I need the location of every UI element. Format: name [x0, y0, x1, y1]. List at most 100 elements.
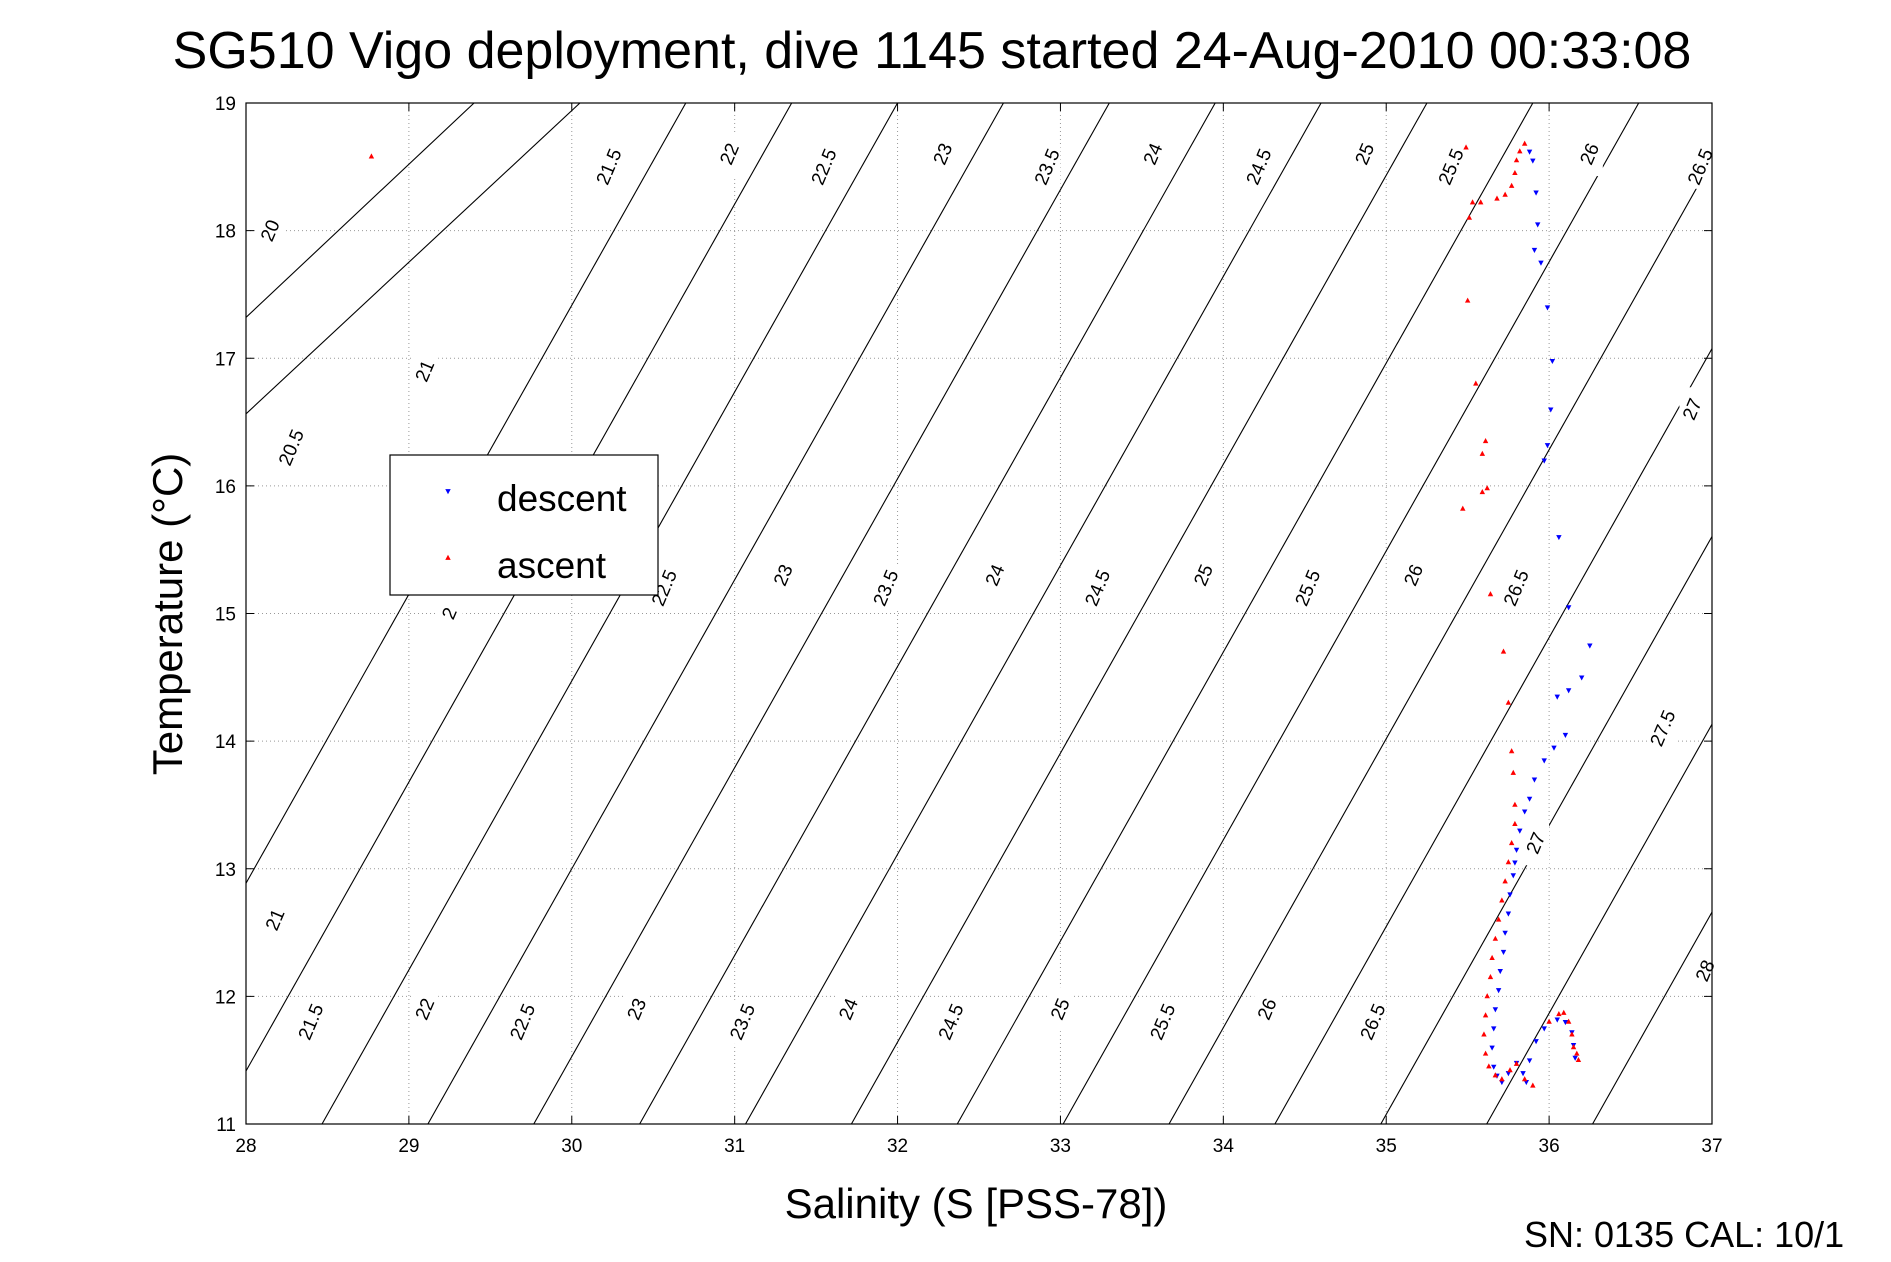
descent-point: [1541, 458, 1547, 464]
ascent-point: [1505, 699, 1512, 705]
descent-point: [1507, 892, 1513, 898]
x-tick-label: 28: [235, 1136, 256, 1157]
legend-ascent-label: ascent: [497, 545, 607, 586]
descent-point: [1526, 149, 1533, 155]
isopycnal-line: [1100, 103, 1534, 870]
ascent-point: [1530, 1082, 1536, 1088]
contour-label-bg: [1438, 144, 1465, 189]
y-axis-ticks: 11 12 13 14 15 16 17 18 19: [215, 94, 1712, 1136]
ascent-point: [1508, 182, 1515, 188]
x-tick-label: 35: [1376, 1136, 1397, 1157]
descent-point: [1549, 358, 1556, 365]
ascent-point: [1482, 1012, 1489, 1018]
contour-label-bg: [1650, 706, 1677, 751]
x-tick-label: 30: [561, 1136, 582, 1157]
ascent-point: [1477, 199, 1484, 205]
ascent-point: [1481, 1031, 1487, 1037]
descent-point: [1534, 222, 1541, 228]
x-tick-label: 37: [1701, 1136, 1722, 1157]
y-tick-label: 12: [215, 987, 236, 1008]
ascent-point: [1513, 1060, 1520, 1066]
legend-descent-label: descent: [497, 478, 627, 519]
contour-label-bg: [1034, 144, 1061, 189]
descent-point: [1541, 758, 1547, 764]
ascent-point: [1546, 1018, 1552, 1024]
ascent-point: [1500, 648, 1507, 654]
descent-point: [1530, 158, 1536, 164]
ascent-point: [1492, 1072, 1499, 1078]
contour-label-bg: [1360, 999, 1387, 1044]
ascent-point: [368, 153, 375, 159]
descent-point: [1512, 860, 1518, 866]
descent-point: [1541, 1026, 1547, 1032]
calibration-footer: SN: 0135 CAL: 10/1: [1524, 1214, 1844, 1255]
descent-point: [1562, 1020, 1569, 1026]
isopycnal-lines: [246, 103, 1712, 1124]
descent-point: [1526, 796, 1533, 802]
contour-label-bg: [1084, 565, 1111, 610]
ascent-point: [1482, 437, 1489, 444]
isopycnal-line: [956, 868, 1102, 1124]
ascent-point: [1517, 148, 1523, 154]
legend: descent ascent: [389, 454, 659, 596]
descent-point: [1578, 675, 1585, 681]
contour-label-bg: [938, 999, 965, 1044]
ascent-point: [1489, 954, 1495, 960]
y-tick-label: 11: [216, 1115, 236, 1136]
contour-label-bg: [1576, 132, 1603, 177]
ascent-point: [1487, 591, 1494, 597]
isopycnal-line: [571, 103, 1004, 870]
contour-label-bg: [1190, 553, 1217, 598]
ascent-point: [1466, 214, 1473, 220]
isopycnal-line: [783, 103, 1216, 870]
descent-point: [1565, 688, 1572, 694]
ascent-point: [1565, 1018, 1572, 1024]
contour-label-bg: [412, 987, 439, 1032]
isopycnal-line: [639, 868, 785, 1124]
isopycnal-line: [1380, 868, 1526, 1124]
contour-label-bg: [1679, 387, 1706, 432]
contour-label-bg: [278, 425, 305, 470]
ascent-point: [1505, 859, 1512, 865]
descent-point: [1526, 1058, 1533, 1064]
ascent-point: [1482, 1050, 1489, 1056]
ascent-point: [1512, 169, 1518, 176]
contour-label-bg: [257, 208, 284, 253]
ascent-point: [1512, 801, 1518, 807]
ascent-point: [1492, 935, 1499, 941]
ascent-point: [1494, 195, 1500, 201]
isopycnal-line: [1630, 723, 1712, 870]
chart-title: SG510 Vigo deployment, dive 1145 started…: [173, 22, 1692, 80]
ascent-point: [1469, 199, 1476, 205]
descent-point: [1520, 1071, 1526, 1077]
descent-point: [1556, 535, 1562, 541]
contour-label-bg: [930, 132, 957, 177]
descent-point: [1517, 828, 1523, 834]
isopycnal-line: [677, 103, 1110, 870]
ascent-point: [1508, 839, 1515, 846]
x-tick-label: 36: [1539, 1136, 1560, 1157]
ascent-point: [1484, 993, 1490, 999]
isopycnal-line: [745, 868, 890, 1124]
descent-point: [1587, 643, 1593, 649]
isopycnal-line: [1062, 868, 1208, 1124]
descent-point: [1513, 847, 1520, 853]
isopycnal-line: [888, 103, 1322, 870]
ascent-point: [1570, 1044, 1577, 1050]
descent-point: [1505, 911, 1512, 917]
ascent-point: [1574, 1050, 1580, 1056]
isopycnal-line: [533, 868, 679, 1124]
contour-label-bg: [1047, 987, 1074, 1032]
ascent-point: [1499, 1076, 1505, 1082]
contour-label-bg: [770, 553, 797, 598]
descent-point: [1497, 968, 1503, 975]
ascent-point: [1479, 450, 1486, 456]
contour-label-bg: [1140, 132, 1167, 177]
legend-descent-triangle: [445, 489, 451, 495]
isopycnal-line: [1592, 910, 1712, 1124]
contour-label-bg: [1295, 565, 1322, 610]
descent-point: [1510, 873, 1516, 879]
isopycnal-line: [246, 103, 581, 415]
contour-label-bg: [298, 999, 325, 1044]
descent-point: [1548, 407, 1554, 413]
